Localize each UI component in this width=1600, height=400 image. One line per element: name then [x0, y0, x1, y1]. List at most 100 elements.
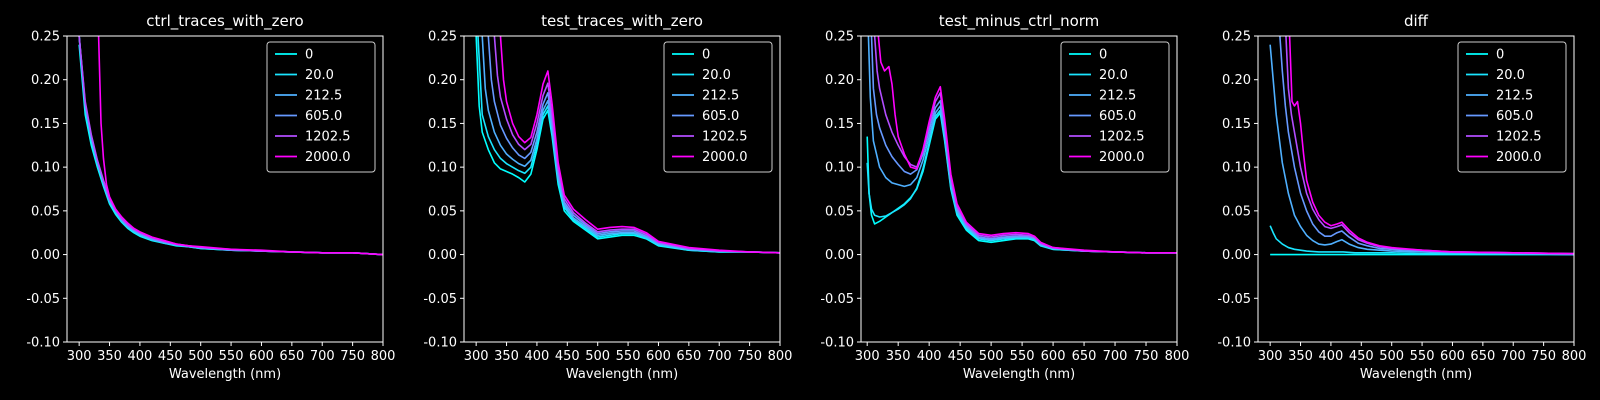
x-axis-label: Wavelength (nm) — [963, 367, 1075, 382]
y-tick-label: 0.05 — [31, 204, 60, 219]
x-tick-label: 600 — [1041, 349, 1066, 364]
x-tick-label: 650 — [1072, 349, 1097, 364]
x-axis-label: Wavelength (nm) — [169, 367, 281, 382]
legend-entry: 0 — [702, 48, 710, 63]
y-tick-label: -0.10 — [423, 336, 457, 351]
y-tick-label: -0.10 — [820, 336, 854, 351]
legend-entry: 212.5 — [702, 89, 739, 104]
x-tick-label: 500 — [188, 349, 213, 364]
y-tick-label: -0.10 — [1217, 336, 1251, 351]
y-tick-label: 0.00 — [31, 248, 60, 263]
x-tick-label: 800 — [1165, 349, 1190, 364]
chart-panel-3: diff 300 350 400 450 500 550 600 650 700 750 800 -0.… — [1217, 12, 1586, 382]
legend-entry: 0 — [305, 48, 313, 63]
legend-entry: 20.0 — [1496, 68, 1525, 83]
chart-title: test_minus_ctrl_norm — [939, 12, 1100, 31]
legend-entry: 212.5 — [1496, 89, 1533, 104]
legend-entry: 0 — [1496, 48, 1504, 63]
y-tick-label: 0.15 — [428, 117, 457, 132]
y-tick-label: 0.25 — [825, 30, 854, 45]
chart-panel-2: test_minus_ctrl_norm 300 350 400 450 500 550 60… — [820, 12, 1189, 382]
axes-frame — [66, 35, 384, 343]
x-tick-label: 550 — [1410, 349, 1435, 364]
y-tick-label: 0.15 — [825, 117, 854, 132]
y-tick-label: 0.10 — [428, 161, 457, 176]
y-tick-label: 0.05 — [1222, 204, 1251, 219]
x-tick-label: 800 — [371, 349, 396, 364]
series-group — [866, 36, 1177, 254]
y-tick-label: 0.25 — [31, 30, 60, 45]
x-tick-label: 600 — [1440, 349, 1465, 364]
x-tick-label: 400 — [128, 349, 153, 364]
chart-panel-0: ctrl_traces_with_zero 300 350 400 450 500 550 6… — [26, 12, 395, 382]
y-tick-label: -0.05 — [423, 292, 457, 307]
x-tick-label: 450 — [555, 349, 580, 364]
series-group — [78, 36, 383, 256]
legend-entry: 20.0 — [1099, 68, 1128, 83]
y-tick-label: 0.10 — [31, 161, 60, 176]
legend: 0 20.0 212.5 605.0 1202.5 2000.0 — [1060, 41, 1170, 173]
x-tick-label: 350 — [97, 349, 122, 364]
x-tick-label: 400 — [1319, 349, 1344, 364]
y-tick-label: -0.05 — [1217, 292, 1251, 307]
legend-entry: 1202.5 — [1496, 130, 1542, 145]
legend-entry: 605.0 — [1496, 109, 1533, 124]
legend: 0 20.0 212.5 605.0 1202.5 2000.0 — [1457, 41, 1567, 173]
x-tick-label: 700 — [1501, 349, 1526, 364]
legend-entry: 605.0 — [702, 109, 739, 124]
legend-entry: 1202.5 — [305, 130, 351, 145]
x-tick-label: 800 — [1562, 349, 1587, 364]
x-tick-label: 600 — [249, 349, 274, 364]
y-tick-label: 0.00 — [825, 248, 854, 263]
x-tick-label: 650 — [676, 349, 701, 364]
y-tick-label: 0.20 — [31, 73, 60, 88]
y-tick-label: 0.10 — [1222, 161, 1251, 176]
x-tick-label: 800 — [768, 349, 793, 364]
x-tick-label: 500 — [1379, 349, 1404, 364]
x-tick-label: 650 — [1470, 349, 1495, 364]
y-tick-label: 0.00 — [428, 248, 457, 263]
series-line-5 — [499, 36, 780, 254]
series-group — [475, 36, 780, 254]
x-tick-label: 350 — [494, 349, 519, 364]
x-tick-label: 300 — [1258, 349, 1283, 364]
legend-entry: 605.0 — [1099, 109, 1136, 124]
legend: 0 20.0 212.5 605.0 1202.5 2000.0 — [266, 41, 376, 173]
y-tick-label: -0.05 — [26, 292, 60, 307]
legend-entry: 2000.0 — [305, 150, 351, 165]
x-tick-label: 300 — [67, 349, 92, 364]
legend-entry: 2000.0 — [702, 150, 748, 165]
legend: 0 20.0 212.5 605.0 1202.5 2000.0 — [663, 41, 773, 173]
chart-panel-1: test_traces_with_zero 300 350 400 450 500 550 6… — [423, 12, 792, 382]
legend-entry: 1202.5 — [1099, 130, 1145, 145]
series-line-1 — [1269, 225, 1574, 256]
x-tick-label: 350 — [1288, 349, 1313, 364]
chart-title: ctrl_traces_with_zero — [146, 12, 303, 31]
y-tick-label: -0.10 — [26, 336, 60, 351]
x-axis-label: Wavelength (nm) — [1360, 367, 1472, 382]
x-tick-label: 550 — [1010, 349, 1035, 364]
x-tick-label: 550 — [219, 349, 244, 364]
series-line-4 — [493, 36, 780, 254]
y-tick-label: -0.05 — [820, 292, 854, 307]
legend-entry: 20.0 — [702, 68, 731, 83]
y-tick-label: 0.15 — [31, 117, 60, 132]
y-tick-label: 0.05 — [825, 204, 854, 219]
legend-entry: 212.5 — [305, 89, 342, 104]
legend-entry: 2000.0 — [1099, 150, 1145, 165]
legend-entry: 212.5 — [1099, 89, 1136, 104]
legend-entry: 1202.5 — [702, 130, 748, 145]
x-tick-label: 600 — [646, 349, 671, 364]
series-line-2 — [1269, 44, 1574, 256]
chart-title: test_traces_with_zero — [541, 12, 703, 31]
y-tick-label: 0.15 — [1222, 117, 1251, 132]
x-tick-label: 700 — [707, 349, 732, 364]
series-line-5 — [877, 36, 1177, 254]
x-tick-label: 400 — [525, 349, 550, 364]
x-tick-label: 750 — [737, 349, 762, 364]
x-tick-label: 300 — [464, 349, 489, 364]
x-tick-label: 750 — [1531, 349, 1556, 364]
y-tick-label: 0.25 — [428, 30, 457, 45]
x-tick-label: 450 — [158, 349, 183, 364]
